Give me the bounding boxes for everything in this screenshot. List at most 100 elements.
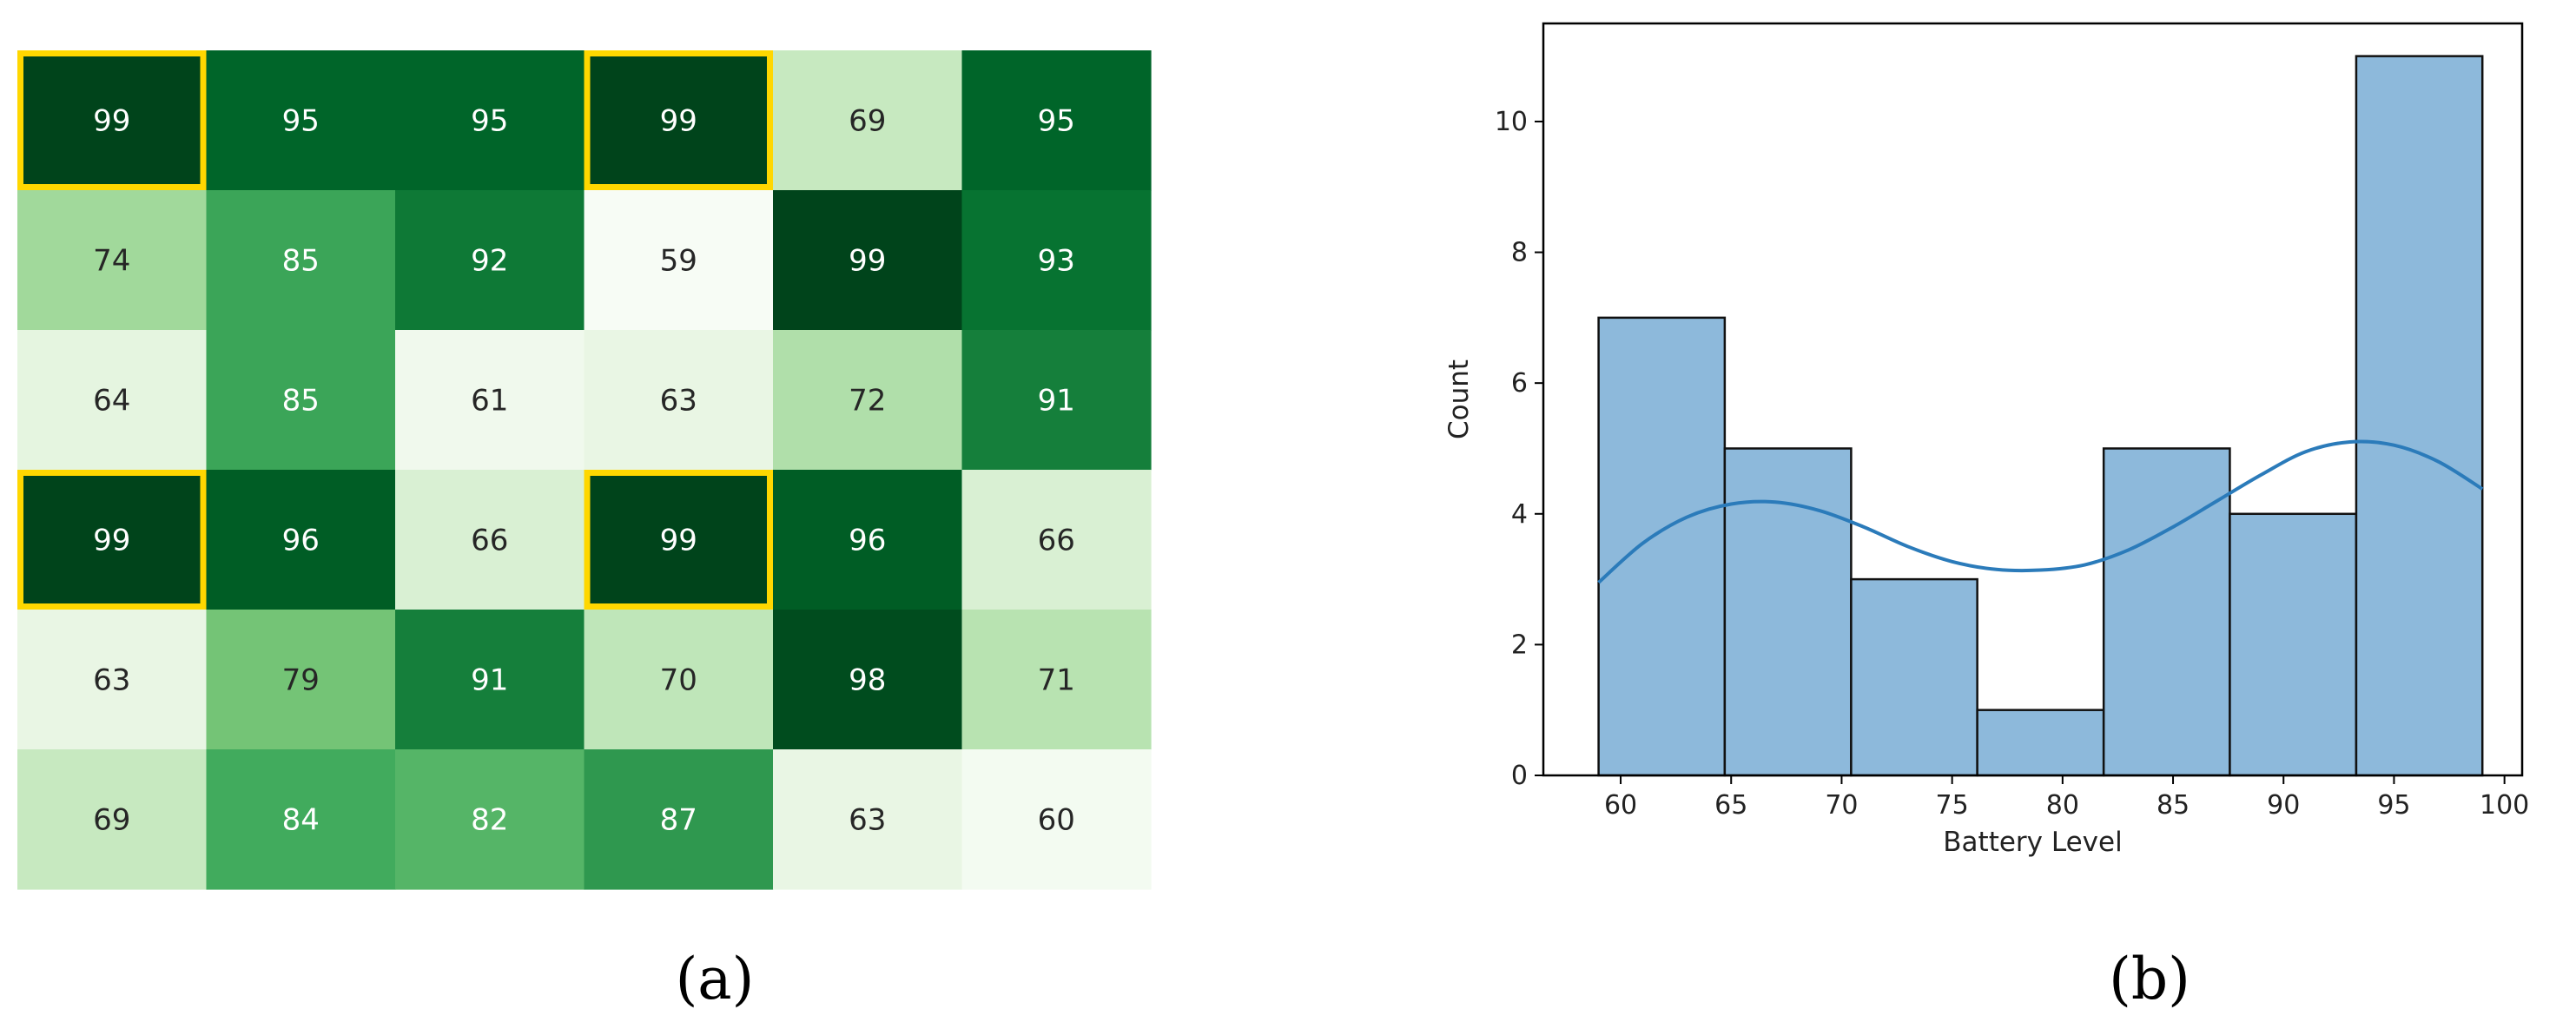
heatmap-cell xyxy=(961,50,1152,191)
y-tick-label: 10 xyxy=(1495,107,1528,137)
y-tick-label: 6 xyxy=(1511,368,1528,399)
heatmap-cell xyxy=(961,330,1152,471)
heatmap-cell xyxy=(395,330,585,471)
heatmap-cell-label: 74 xyxy=(93,244,130,279)
highlight-border xyxy=(17,50,207,190)
heatmap-cell xyxy=(584,610,774,750)
highlight-border xyxy=(584,50,773,190)
heatmap-cell xyxy=(206,190,396,331)
heatmap-cell xyxy=(395,470,585,610)
heatmap-cell xyxy=(773,610,963,750)
heatmap-cell xyxy=(584,190,774,331)
heatmap-cell-label: 63 xyxy=(93,663,130,698)
heatmap-labels: 99 95 95 99 69 95 74 85 92 59 99 93 64 85 61 63 72 91 99 96… xyxy=(93,104,1075,838)
heatmap-cell xyxy=(395,610,585,750)
heatmap-cell-label: 95 xyxy=(471,104,508,139)
heatmap-cell xyxy=(773,190,963,331)
heatmap-cell-label: 91 xyxy=(1038,384,1075,419)
heatmap-cell xyxy=(395,50,585,191)
x-tick-label: 95 xyxy=(2377,790,2410,821)
heatmap-cell-label: 99 xyxy=(660,524,697,558)
heatmap-cell xyxy=(773,470,963,610)
x-tick-label: 85 xyxy=(2157,790,2190,821)
histogram-bars xyxy=(1597,55,2484,777)
x-tick-label: 100 xyxy=(2480,790,2529,821)
heatmap-cells xyxy=(17,50,1152,890)
heatmap-cell-label: 96 xyxy=(282,524,320,558)
heatmap-cell-label: 63 xyxy=(660,384,697,419)
kde-curve xyxy=(1597,439,2484,584)
heatmap-cell xyxy=(961,749,1152,890)
heatmap-cell-label: 87 xyxy=(660,803,697,838)
heatmap-cell xyxy=(773,50,963,191)
heatmap-cell-label: 70 xyxy=(660,663,697,698)
heatmap-cell-label: 72 xyxy=(849,384,886,419)
heatmap-cell xyxy=(584,330,774,471)
x-tick-label: 65 xyxy=(1714,790,1747,821)
heatmap-cell-label: 99 xyxy=(660,104,697,139)
heatmap-cell-label: 60 xyxy=(1038,803,1075,838)
heatmap-cell xyxy=(206,50,396,191)
heatmap-cell xyxy=(584,50,774,191)
heatmap-cell-label: 71 xyxy=(1038,663,1075,698)
heatmap-cell xyxy=(206,470,396,610)
heatmap-cell-label: 59 xyxy=(660,244,697,279)
caption-b: (b) xyxy=(2109,946,2190,1012)
heatmap-cell xyxy=(206,330,396,471)
histogram-panel: 60 65 70 75 80 85 90 95 100 0 2 4 6 8 10 Battery Leve… xyxy=(1443,22,2529,858)
histogram-bar xyxy=(1597,316,1727,777)
heatmap-cell xyxy=(961,470,1152,610)
x-tick-label: 75 xyxy=(1936,790,1969,821)
heatmap-cell xyxy=(773,330,963,471)
heatmap-highlights xyxy=(17,50,773,610)
heatmap-cell-label: 79 xyxy=(282,663,320,698)
heatmap-cell-label: 61 xyxy=(471,384,508,419)
x-tick-label: 70 xyxy=(1825,790,1858,821)
caption-a: (a) xyxy=(676,946,755,1012)
y-tick-label: 0 xyxy=(1511,761,1528,791)
heatmap-cell xyxy=(395,749,585,890)
histogram-bar xyxy=(1976,709,2105,777)
heatmap-cell-label: 69 xyxy=(849,104,886,139)
histogram-bar xyxy=(2355,55,2484,777)
heatmap-cell xyxy=(17,330,208,471)
x-tick-label: 60 xyxy=(1604,790,1637,821)
heatmap-cell-label: 92 xyxy=(471,244,508,279)
histogram-bar xyxy=(1850,577,1978,777)
heatmap-cell xyxy=(17,50,208,191)
plot-frame xyxy=(1542,22,2524,777)
x-tick-label: 90 xyxy=(2267,790,2300,821)
y-tick-label: 4 xyxy=(1511,499,1528,530)
heatmap-cell xyxy=(961,610,1152,750)
heatmap-cell-label: 99 xyxy=(93,104,130,139)
heatmap-cell-label: 64 xyxy=(93,384,130,419)
histogram-bar xyxy=(1723,447,1853,777)
heatmap-cell-label: 66 xyxy=(471,524,508,558)
heatmap-cell xyxy=(395,190,585,331)
heatmap-cell-label: 93 xyxy=(1038,244,1075,279)
heatmap-cell-label: 82 xyxy=(471,803,508,838)
heatmap-cell-label: 85 xyxy=(282,244,320,279)
heatmap-cell-label: 84 xyxy=(282,803,320,838)
y-tick-label: 2 xyxy=(1511,630,1528,660)
heatmap-cell-label: 96 xyxy=(849,524,886,558)
heatmap-cell xyxy=(206,749,396,890)
y-axis-label: Count xyxy=(1443,359,1475,439)
heatmap-panel: 99 95 95 99 69 95 74 85 92 59 99 93 64 85 61 63 72 91 99 96… xyxy=(17,50,1152,890)
heatmap-cell xyxy=(773,749,963,890)
histogram-bar xyxy=(2102,447,2231,777)
heatmap-cell-label: 98 xyxy=(849,663,886,698)
y-axis-ticks: 0 2 4 6 8 10 xyxy=(1495,107,1543,791)
x-tick-label: 80 xyxy=(2046,790,2079,821)
highlight-border xyxy=(584,470,773,610)
x-axis-label: Battery Level xyxy=(1943,827,2122,858)
heatmap-cell-label: 85 xyxy=(282,384,320,419)
y-tick-label: 8 xyxy=(1511,238,1528,268)
heatmap-cell-label: 69 xyxy=(93,803,130,838)
heatmap-cell xyxy=(206,610,396,750)
heatmap-cell-label: 95 xyxy=(1038,104,1075,139)
heatmap-cell xyxy=(17,190,208,331)
heatmap-cell xyxy=(584,749,774,890)
histogram-bar xyxy=(2229,512,2358,777)
